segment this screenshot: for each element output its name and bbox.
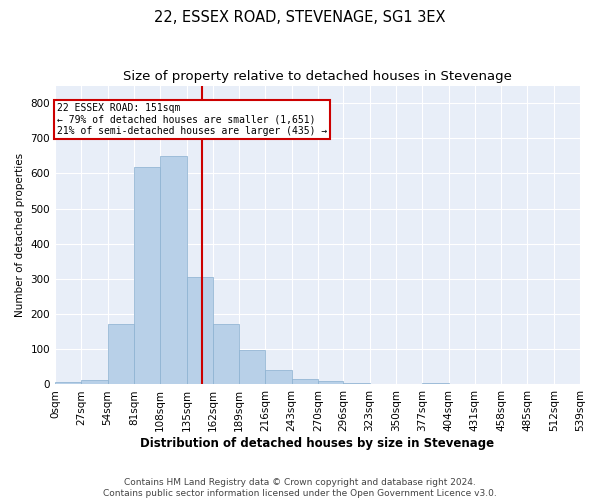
Title: Size of property relative to detached houses in Stevenage: Size of property relative to detached ho… — [123, 70, 512, 83]
Bar — [55, 382, 82, 384]
Text: Contains HM Land Registry data © Crown copyright and database right 2024.
Contai: Contains HM Land Registry data © Crown c… — [103, 478, 497, 498]
Bar — [422, 382, 449, 384]
Bar — [265, 370, 292, 384]
Bar — [213, 324, 239, 384]
Bar — [343, 382, 370, 384]
Bar — [318, 380, 343, 384]
Bar — [82, 380, 107, 384]
X-axis label: Distribution of detached houses by size in Stevenage: Distribution of detached houses by size … — [140, 437, 494, 450]
Bar — [239, 350, 265, 384]
Bar — [292, 379, 318, 384]
Bar — [187, 277, 213, 384]
Bar — [160, 156, 187, 384]
Bar — [134, 167, 160, 384]
Text: 22, ESSEX ROAD, STEVENAGE, SG1 3EX: 22, ESSEX ROAD, STEVENAGE, SG1 3EX — [154, 10, 446, 25]
Text: 22 ESSEX ROAD: 151sqm
← 79% of detached houses are smaller (1,651)
21% of semi-d: 22 ESSEX ROAD: 151sqm ← 79% of detached … — [57, 103, 327, 136]
Bar — [107, 324, 134, 384]
Y-axis label: Number of detached properties: Number of detached properties — [15, 153, 25, 317]
